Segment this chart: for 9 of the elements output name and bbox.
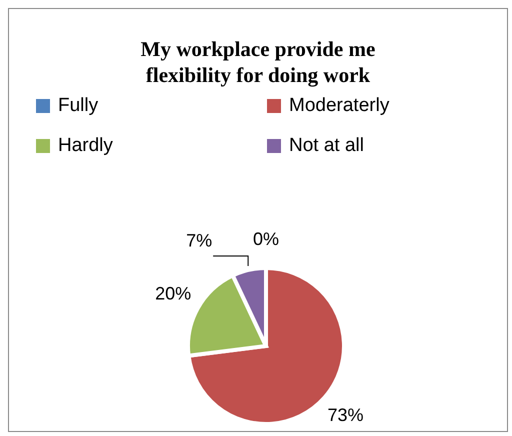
chart-title: My workplace provide me flexibility for doing work — [140, 37, 376, 87]
legend-label: Not at all — [289, 135, 364, 156]
legend-label: Fully — [58, 95, 99, 116]
legend-label: Moderaterly — [289, 95, 390, 116]
data-label: 73% — [327, 404, 364, 425]
legend-label: Hardly — [58, 135, 114, 156]
text: 0% — [252, 228, 280, 249]
data-label: 20% — [155, 284, 192, 304]
data-label: 7% — [186, 230, 212, 250]
